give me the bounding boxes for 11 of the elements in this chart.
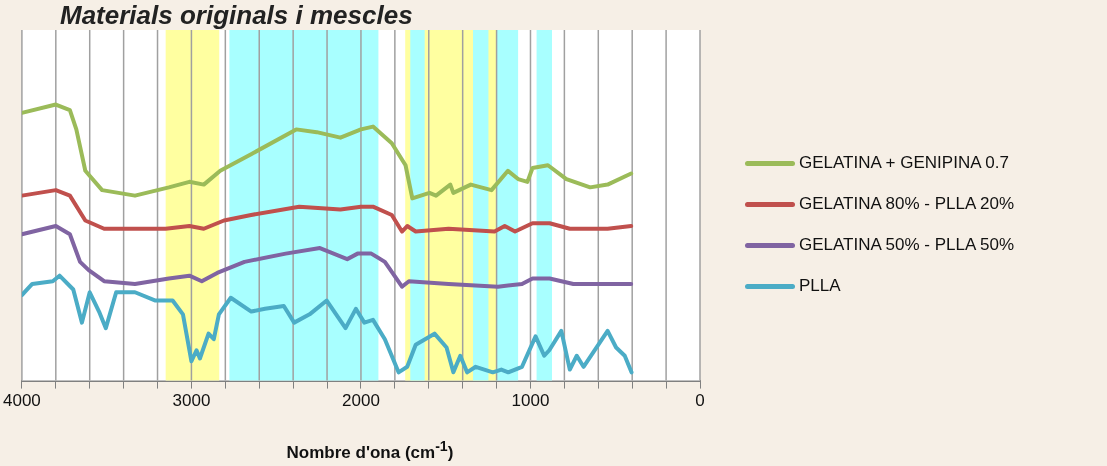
x-tick-label: 3000 (172, 391, 211, 411)
x-tick-label: 4000 (3, 391, 41, 411)
legend-label: PLLA (799, 276, 841, 296)
legend-label: GELATINA 50% - PLLA 50% (799, 235, 1015, 255)
x-tick-label: 0 (695, 391, 705, 411)
legend-label: GELATINA 80% - PLLA 20% (799, 194, 1015, 214)
x-axis-title: Nombre d'ona (cm$^{-1}$) (285, 438, 455, 463)
x-tick-label: 1000 (511, 391, 550, 411)
x-tick-label: 2000 (342, 391, 380, 411)
legend-label: GELATINA + GENIPINA 0.7 (799, 153, 1009, 173)
chart-title: Materials originals i mescles (60, 0, 413, 30)
